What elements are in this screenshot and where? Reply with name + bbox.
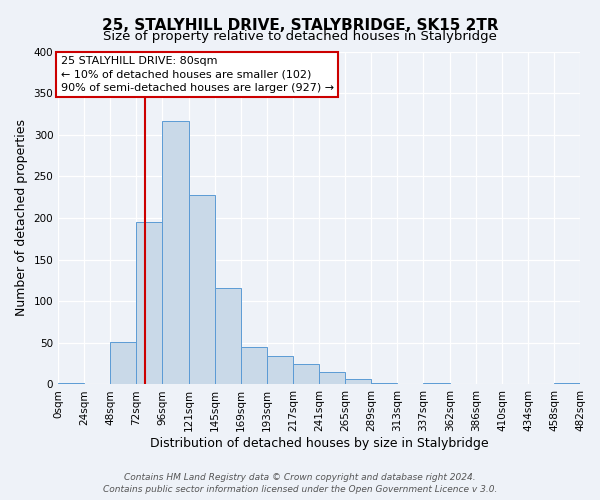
X-axis label: Distribution of detached houses by size in Stalybridge: Distribution of detached houses by size … <box>150 437 488 450</box>
Bar <box>423 383 450 384</box>
Bar <box>241 347 267 385</box>
Bar <box>162 120 189 384</box>
Bar <box>293 364 319 384</box>
Bar <box>110 342 136 384</box>
Text: Contains HM Land Registry data © Crown copyright and database right 2024.
Contai: Contains HM Land Registry data © Crown c… <box>103 472 497 494</box>
Bar <box>371 383 397 384</box>
Text: 25, STALYHILL DRIVE, STALYBRIDGE, SK15 2TR: 25, STALYHILL DRIVE, STALYBRIDGE, SK15 2… <box>101 18 499 32</box>
Bar <box>319 372 345 384</box>
Bar <box>267 356 293 384</box>
Text: Size of property relative to detached houses in Stalybridge: Size of property relative to detached ho… <box>103 30 497 43</box>
Text: 25 STALYHILL DRIVE: 80sqm
← 10% of detached houses are smaller (102)
90% of semi: 25 STALYHILL DRIVE: 80sqm ← 10% of detac… <box>61 56 334 93</box>
Bar <box>554 383 580 384</box>
Y-axis label: Number of detached properties: Number of detached properties <box>15 120 28 316</box>
Bar <box>215 288 241 384</box>
Bar <box>136 222 162 384</box>
Bar <box>58 383 84 384</box>
Bar <box>189 194 215 384</box>
Bar <box>345 380 371 384</box>
